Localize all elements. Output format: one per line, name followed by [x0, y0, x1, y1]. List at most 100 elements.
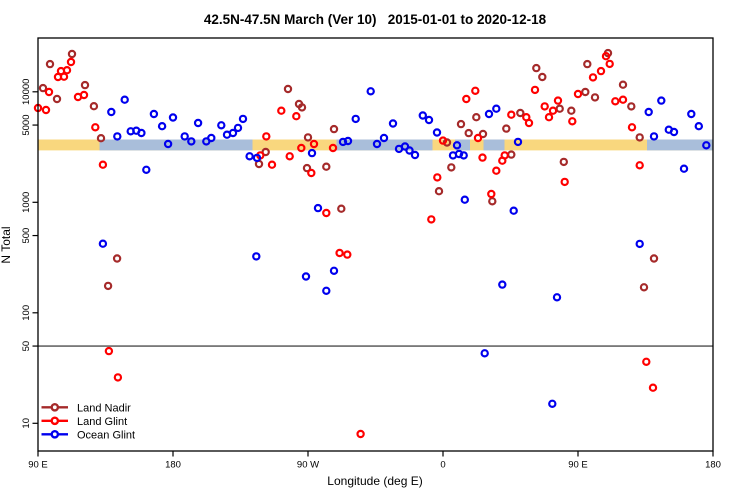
data-point [434, 186, 444, 196]
data-point [112, 254, 122, 263]
data-point [328, 143, 338, 153]
data-point [207, 133, 216, 143]
x-axis-tick-label: 0 [440, 460, 445, 471]
data-point [649, 254, 659, 263]
data-point [38, 83, 48, 93]
data-point [217, 121, 226, 130]
data-point [277, 106, 286, 115]
data-point [301, 272, 311, 281]
data-point [267, 160, 277, 169]
data-point [104, 346, 114, 356]
data-point [687, 109, 696, 119]
data-point [583, 59, 592, 69]
data-point [568, 117, 577, 126]
data-point [484, 109, 494, 119]
data-point [163, 139, 173, 149]
data-point [530, 85, 540, 95]
data-point [552, 293, 562, 302]
data-point [98, 160, 108, 169]
data-point [432, 128, 442, 137]
data-point [285, 152, 294, 161]
data-point [137, 128, 146, 138]
data-point [605, 59, 614, 69]
data-point [379, 133, 389, 143]
data-point [335, 248, 344, 258]
data-point [283, 84, 293, 94]
data-point [679, 164, 689, 173]
legend-label: Land Nadir [77, 402, 131, 414]
data-point [157, 121, 167, 131]
data-point [113, 132, 122, 141]
data-point [302, 163, 312, 173]
data-point [456, 119, 466, 129]
data-point [635, 239, 644, 249]
data-point [618, 80, 628, 89]
data-point [611, 97, 620, 106]
x-axis-tick-label: 180 [705, 460, 721, 471]
data-point [460, 195, 469, 204]
data-point [366, 87, 375, 96]
data-point [462, 94, 471, 104]
y-axis-label: N Total [0, 226, 13, 264]
data-point [635, 161, 644, 170]
y-axis-tick-label: 500 [21, 228, 32, 244]
x-axis-tick-label: 90 E [568, 460, 588, 471]
data-point [45, 59, 55, 69]
data-point [513, 137, 523, 147]
data-point [66, 57, 76, 67]
data-point [322, 208, 331, 218]
data-point [573, 89, 583, 99]
y-axis-tick-label: 10 [21, 418, 32, 429]
data-point [567, 106, 576, 115]
chart-title: 42.5N-47.5N March (Ver 10) 2015-01-01 to… [203, 12, 547, 27]
data-point [400, 142, 410, 151]
data-point [648, 383, 658, 392]
data-point [142, 165, 151, 174]
data-point [524, 118, 534, 128]
data-point [89, 101, 99, 111]
data-point [544, 112, 554, 122]
data-point [480, 349, 489, 358]
data-point [91, 123, 100, 132]
data-point [303, 133, 313, 142]
legend-label: Land Glint [77, 416, 127, 428]
data-point [702, 141, 711, 150]
data-point [590, 93, 600, 102]
data-point [601, 52, 611, 61]
data-point [649, 132, 659, 141]
data-point [596, 66, 606, 76]
data-point [252, 153, 262, 163]
y-axis-tick-label: 100 [21, 305, 32, 321]
data-point [351, 114, 360, 124]
data-point [478, 129, 488, 139]
reference-band-ocean-segment [483, 139, 505, 151]
data-point [98, 239, 108, 248]
data-point [343, 136, 353, 146]
data-point [459, 151, 468, 160]
data-point [233, 123, 243, 133]
x-axis-tick-label: 90 W [297, 460, 319, 471]
data-point [559, 157, 569, 167]
reference-band-ocean-segment [336, 139, 433, 151]
data-point [492, 104, 501, 113]
data-point [507, 110, 516, 119]
data-point [473, 133, 483, 143]
data-point [418, 111, 427, 120]
data-point [41, 105, 51, 115]
data-point [309, 139, 319, 149]
data-point [502, 124, 511, 133]
data-point [79, 90, 89, 100]
data-point [447, 163, 456, 172]
data-point [532, 63, 541, 73]
plot-border [37, 37, 714, 452]
data-point [433, 173, 442, 182]
data-point [113, 373, 123, 382]
data-point [322, 162, 331, 171]
data-point [644, 107, 653, 117]
data-point [560, 177, 569, 187]
data-point [187, 137, 196, 146]
data-point [478, 153, 487, 162]
data-point [193, 118, 203, 128]
y-axis-tick-label: 10000 [21, 79, 32, 105]
